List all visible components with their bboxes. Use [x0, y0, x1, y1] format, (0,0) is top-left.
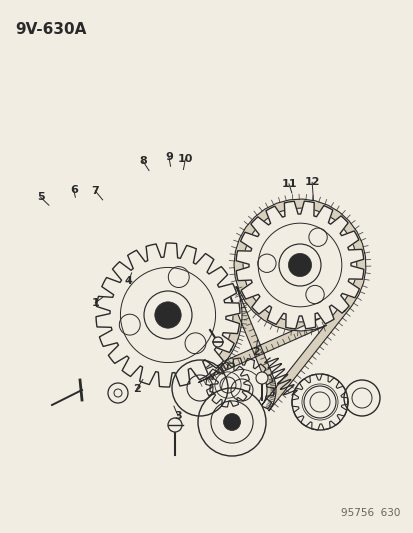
Circle shape [288, 254, 311, 277]
Text: 7: 7 [91, 186, 99, 196]
Polygon shape [235, 201, 363, 329]
Text: 12: 12 [304, 177, 319, 187]
Circle shape [168, 418, 182, 432]
Text: 95756  630: 95756 630 [340, 508, 399, 518]
Text: 3: 3 [174, 411, 181, 421]
Circle shape [223, 414, 240, 431]
Polygon shape [194, 199, 365, 411]
Polygon shape [204, 402, 237, 448]
Polygon shape [96, 243, 240, 387]
Circle shape [154, 302, 181, 328]
Circle shape [255, 372, 267, 384]
Text: 11: 11 [280, 179, 296, 189]
Circle shape [197, 388, 266, 456]
Text: 6: 6 [69, 185, 78, 195]
Text: 9V-630A: 9V-630A [15, 22, 86, 37]
Text: 9: 9 [164, 152, 173, 162]
Circle shape [212, 337, 223, 347]
Text: 8: 8 [139, 156, 146, 166]
Text: 2: 2 [252, 347, 259, 357]
Text: 5: 5 [37, 192, 44, 202]
Text: 10: 10 [177, 154, 193, 164]
Text: 2: 2 [133, 384, 140, 394]
Text: 1: 1 [91, 298, 99, 308]
Text: 4: 4 [124, 277, 132, 286]
